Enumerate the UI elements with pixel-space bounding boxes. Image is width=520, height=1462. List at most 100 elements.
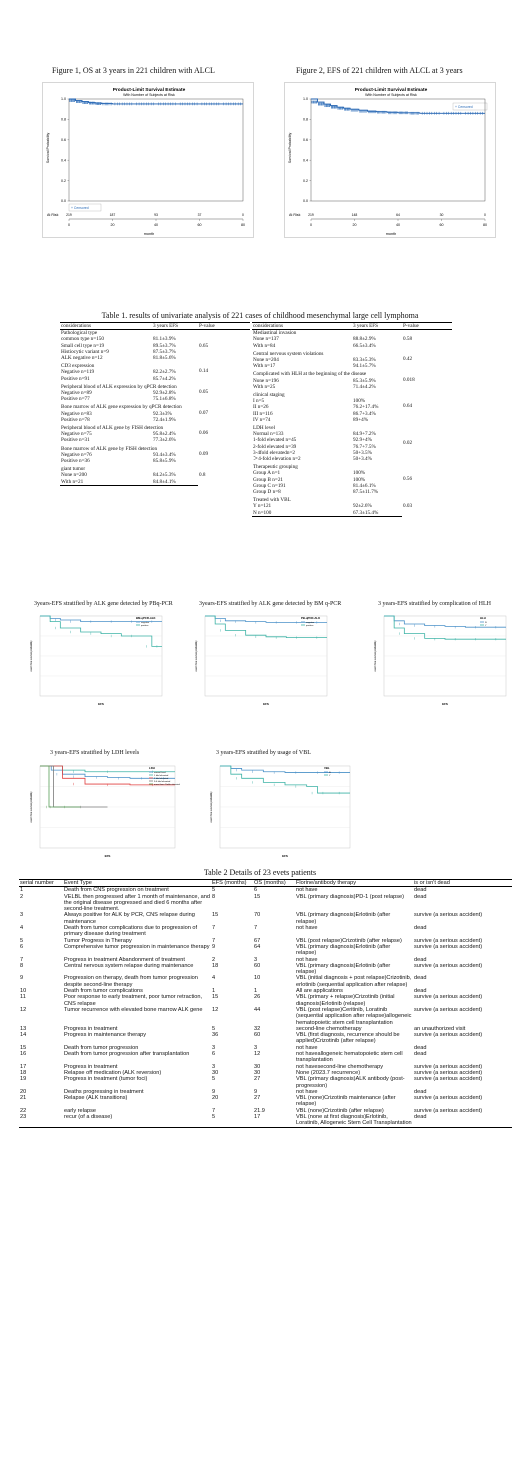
figure1-ylabel: Survival Probability [46,133,50,164]
table1-cell-consideration: Y n=121 [253,503,272,510]
table2-cell-os: 17 [253,1113,295,1128]
figure1-legend: + Censored [71,206,89,210]
table1-row: Negative n=119 82.2±2.7% [60,369,250,375]
table2-cell-dead: survive (a serious accident) [414,1006,483,1013]
table2-cell-event: Death from tumor progression after trans… [64,1051,190,1058]
table1-row: With n=17 94.1±5.7% [252,363,452,369]
table1-cell-consideration: Small cell type n=19 [61,342,105,349]
table1-pvalue: 0.58 [403,336,413,343]
table1-right-group: Complicated with HLH at the beginning of… [252,369,452,382]
table2-cell-event: Relapse off medication (ALK reversion) [64,1069,162,1076]
table1-cell-consideration: None n=200 [61,472,87,479]
table2-header-os: OS (months) [253,878,295,888]
table2-cell-os: 64 [254,943,261,950]
table2-cell-efs: 8 [212,893,216,900]
table2-cell-os: 60 [254,962,261,969]
table2-cell-therapy: VBL (primary diagnosis)Erlotinib (after … [296,962,391,976]
smallfig5-ylabel: event free survival probability [210,791,213,823]
figure2-chart: Product-Limit Survival Estimate With Num… [288,87,488,236]
table1-row: 1-fold elevated n=45 92.9+4% [252,437,452,443]
table1-cell-consideration: II n=26 [253,404,269,411]
table1-cell-consideration: None n=196 [253,377,279,384]
table2-cell-therapy: VBL (primary diagnosis)Erlotinib (after … [296,912,391,925]
figure1-km-line [69,98,243,105]
table2-cell-event: Death from tumor complications [64,988,143,995]
table1-right-group: Central nervous system violations 0.42 [252,349,452,362]
table2-row: 21 Relapse (ALK transitions) 20 27 VBL (none… [19,1095,512,1108]
figure2-xtick-label: 80 [483,223,487,227]
figure1-atrisk-value: 0 [242,213,244,217]
figure2-legend-box [452,102,488,111]
table1-left-header-efs: 3 years EFS [152,321,198,331]
table1-group-head: Peripheral blood of ALK expression by qP… [61,383,177,390]
table1-row: Positive n=78 72.4±1.9% [60,417,250,423]
figure2-ytick-label: 1.0 [303,97,308,101]
table2-row: 7 Progress in treatment Abandonment of tr… [19,957,512,963]
table1-pvalue: 0.56 [403,475,413,482]
table1-pvalue: 0.02 [403,439,413,446]
table1-cell-efs: 89+4% [353,416,369,423]
table1-pvalue: 0.8 [199,471,206,478]
table2-cell-efs: 7 [212,937,216,944]
table2-cell-serial: 22 [20,1107,27,1114]
table2-cell-efs: 5 [212,887,216,894]
table2-row: 14 Progress in maintenance therapy 36 60 VBL… [19,1032,512,1045]
table1-pvalue: 0.42 [403,356,413,363]
table2-cell-os: 12 [254,1051,261,1058]
table2-cell-event: Death from tumor progression [64,1044,139,1051]
smallfig2-legend-label: negative [306,621,315,624]
figure1-xtick-label: 60 [198,223,202,227]
table2-row: 23 recur (of a disease) 5 17 VBL (none at fi… [19,1113,512,1128]
figure2-atrisk-value: 219 [308,213,314,217]
table2-cell-os: 70 [254,912,261,919]
table2-cell-event: Progress in treatment [64,1025,118,1032]
smallfig4-legend-label: 1 fold elevated [154,774,169,777]
table1-row: I n=5 100% [252,398,452,404]
table2-cell-efs: 1 [212,988,216,995]
table2-cell-efs: 7 [212,1107,216,1114]
table1-row: Normal n=133 84.9+7.2% [252,431,452,437]
table2-cell-event: Central nervous system relapse during ma… [64,962,194,969]
smallfig1-legend-label: positive [141,624,149,627]
table1-cell-consideration: With n=25 [253,383,276,390]
table1-cell-efs: 81.8±5.6% [153,355,176,362]
smallfig4-series-line [40,765,175,779]
table1-right-header-pvalue: P-value [402,321,452,331]
table1-cell-efs: 81.4±6.1% [353,482,376,489]
figure1-ytick-label: 0.6 [61,138,66,142]
table1-cell-consideration: Negative n=76 [61,451,92,458]
table2-cell-therapy: not have [296,1044,318,1051]
table1-row: common type n=150 81.1±3.9% [60,336,250,342]
figure2-atrisk-value: 64 [396,213,400,217]
table1-group-head: Peripheral blood of ALK gene by FISH det… [61,425,164,432]
table1-group-head: CD3 expression [61,363,95,370]
table1-row: None n=204 83.3±5.3% [252,357,452,363]
table1-cell-consideration: Positive n=91 [61,375,90,382]
table2-cell-event: Deaths progressing in treatment [64,1088,144,1095]
table2-cell-efs: 30 [212,1069,219,1076]
table1-pvalue: 0.14 [199,368,209,375]
figure2-xtick-label: 60 [440,223,444,227]
table1-right-group: Mediastinal invasion 0.58 [252,330,452,342]
figure2-atrisk-value: 148 [352,213,358,217]
table1-pvalue: 0.09 [199,450,209,457]
smallfig2-series-line [205,615,327,638]
table2-row: 17 Progress in treatment 3 30 not havesecond… [19,1064,512,1070]
table1-row: ALK negative n=12 81.8±5.6% [60,355,250,361]
table1-cell-efs: 87.5±11.7% [353,489,379,496]
table2-cell-dead: survive (a serious accident) [414,1107,483,1114]
table1-row: None n=196 85.3±5.9% [252,378,452,384]
table2-cell-efs: 15 [212,994,219,1001]
table2-cell-dead: survive (a serious accident) [414,912,483,919]
table2-row: 11 Poor response to early treatment, poor… [19,994,512,1007]
table2-row: 15 Death from tumor progression 3 3 not have… [19,1045,512,1051]
figure2-chart-title: Product-Limit Survival Estimate [355,87,428,93]
table1-cell-consideration: Normal n=133 [253,431,284,438]
figure1-ytick-label: 0.0 [61,199,66,203]
table2-cell-event: Progress in maintenance therapy [64,1032,147,1039]
table1-cell-consideration: Group C n=191 [253,482,286,489]
table2-cell-serial: 9 [20,975,24,982]
table1-cell-consideration: None n=137 [253,336,279,343]
table1-row: N n=100 67.3±15.4% [252,509,452,517]
smallfig2-caption: 3years-EFS stratified by ALK gene detect… [199,601,342,607]
